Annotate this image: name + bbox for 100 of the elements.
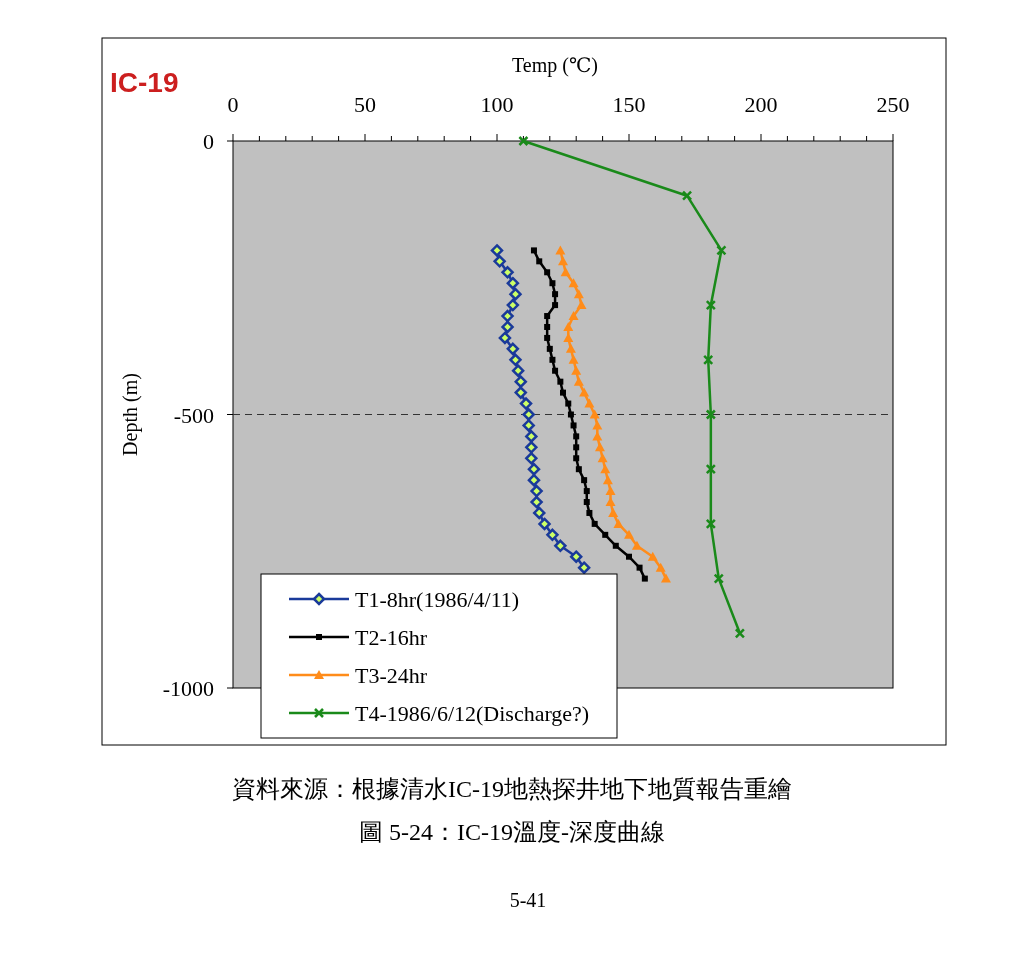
point: [624, 529, 634, 539]
point: [655, 562, 666, 572]
point: [573, 433, 580, 440]
point: [538, 517, 551, 531]
x-tick-label: 50: [354, 92, 376, 117]
point: [575, 466, 582, 473]
point: [705, 299, 717, 311]
point: [702, 354, 714, 366]
point: [555, 245, 566, 255]
point: [546, 528, 559, 542]
point: [544, 334, 551, 341]
point: [602, 475, 613, 485]
point: [613, 518, 624, 528]
point: [605, 497, 616, 507]
point: [544, 323, 551, 330]
point: [557, 378, 564, 385]
point: [506, 276, 520, 290]
point: [602, 531, 609, 538]
text: 5-41: [509, 889, 547, 911]
point: [571, 365, 582, 375]
point: [594, 442, 605, 452]
point: [544, 269, 551, 276]
point: [608, 507, 619, 517]
point: [734, 628, 746, 639]
point: [573, 289, 584, 299]
point: [570, 422, 577, 429]
point: [544, 313, 551, 320]
point: [584, 398, 595, 408]
legend-label: T4-1986/6/12(Discharge?): [355, 701, 590, 726]
legend-label: T2-16hr: [355, 625, 428, 650]
y-tick-label: -1000: [162, 676, 214, 701]
point: [592, 420, 603, 430]
point: [681, 190, 693, 201]
point: [525, 452, 538, 465]
x-tick-label: 250: [876, 92, 910, 117]
point: [532, 506, 546, 520]
point: [631, 540, 642, 550]
point: [549, 356, 556, 363]
point: [511, 364, 525, 377]
point: [530, 495, 543, 509]
point: [501, 266, 514, 279]
point: [536, 258, 543, 265]
point: [705, 409, 717, 420]
point: [568, 311, 579, 321]
point: [501, 320, 514, 334]
point: [549, 280, 556, 287]
point: [552, 302, 559, 309]
text: IC-19: [110, 67, 179, 98]
y-tick-label: 0: [203, 129, 214, 154]
point: [579, 387, 590, 397]
source-note: 資料來源：根據清水IC-19地熱探井地下地質報告重繪: [232, 776, 792, 802]
point: [565, 400, 572, 407]
point: [583, 488, 590, 495]
point: [558, 256, 568, 266]
point: [591, 520, 598, 527]
point: [568, 354, 579, 364]
point: [569, 550, 583, 563]
point: [586, 509, 593, 516]
x-tick-label: 200: [744, 92, 778, 117]
point: [565, 343, 576, 353]
x-axis-title: Temp (℃): [512, 54, 598, 77]
point: [560, 389, 566, 396]
point: [498, 331, 512, 345]
point: [506, 298, 520, 312]
point: [705, 518, 717, 530]
point: [577, 561, 591, 574]
point: [573, 455, 580, 462]
point: [554, 539, 567, 553]
legend-label: T1-8hr(1986/4/11): [355, 587, 520, 612]
point: [576, 300, 587, 310]
point: [567, 411, 574, 418]
point: [501, 309, 514, 323]
point: [583, 499, 590, 506]
point: [530, 247, 537, 254]
point: [589, 409, 600, 419]
point: [530, 484, 543, 498]
x-tick-label: 0: [227, 92, 239, 117]
point: [527, 462, 541, 476]
point: [525, 441, 538, 454]
point: [525, 430, 538, 443]
point: [647, 551, 658, 561]
point: [522, 408, 535, 421]
point: [713, 573, 725, 584]
x-tick-label: 100: [480, 92, 514, 117]
point: [563, 321, 574, 331]
point: [493, 255, 506, 268]
point: [612, 542, 619, 549]
point: [605, 486, 616, 496]
point: [597, 453, 608, 463]
point: [600, 464, 611, 474]
point: [490, 244, 504, 257]
point: [716, 245, 727, 256]
point: [552, 291, 559, 298]
point: [552, 367, 559, 374]
y-axis-title: Depth (m): [119, 373, 142, 456]
point: [660, 573, 671, 583]
point: [641, 575, 648, 582]
point: [581, 477, 588, 484]
point: [573, 444, 580, 451]
point: [506, 342, 520, 356]
